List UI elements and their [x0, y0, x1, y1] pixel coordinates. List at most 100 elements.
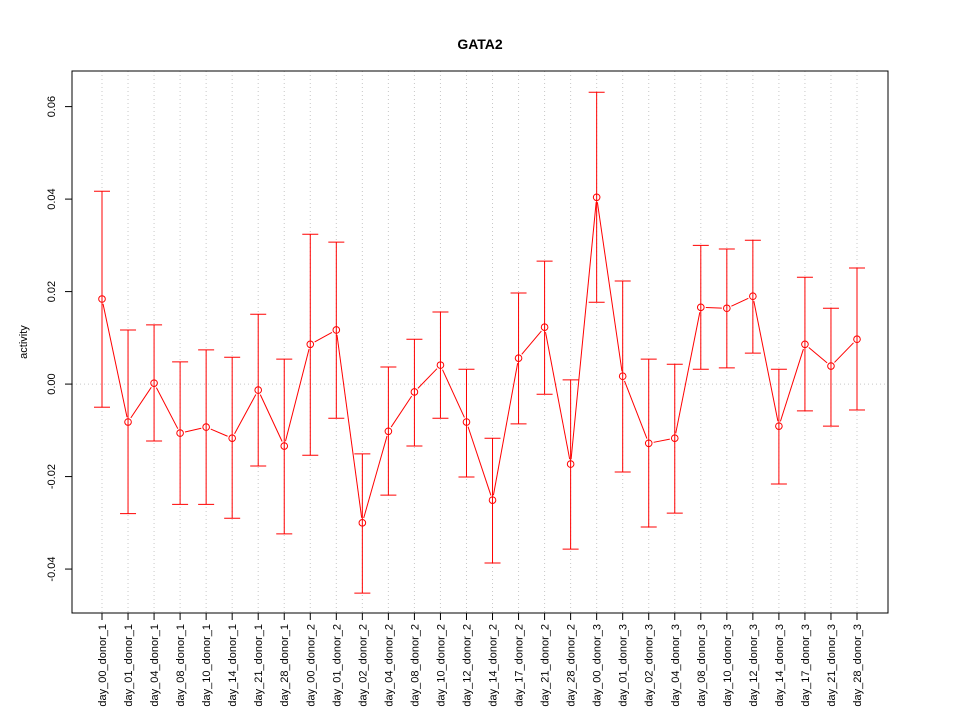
data-point [514, 354, 523, 362]
x-tick-label: day_02_donor_2 [357, 624, 369, 707]
series-line-segment [779, 348, 804, 422]
x-tick-label: day_01_donor_2 [331, 624, 343, 707]
x-tick-label: day_08_donor_1 [175, 624, 187, 707]
x-tick-label: day_08_donor_2 [409, 624, 421, 707]
x-tick-label: day_12_donor_2 [461, 624, 473, 707]
series-line-segment [155, 387, 179, 429]
x-tick-label: day_21_donor_3 [826, 624, 838, 707]
series-line-segment [492, 363, 519, 496]
x-tick-label: day_02_donor_3 [644, 624, 656, 707]
x-tick-label: day_28_donor_1 [279, 624, 291, 707]
series-line-segment [210, 428, 228, 437]
series-line-segment [442, 369, 465, 418]
x-tick-label: day_14_donor_1 [227, 624, 239, 707]
x-tick-label: day_08_donor_3 [696, 624, 708, 707]
y-tick-label: 0.02 [46, 281, 58, 302]
data-point [540, 323, 549, 332]
data-point [410, 388, 419, 396]
series-line-segment [390, 395, 413, 428]
series-line-segment [184, 427, 202, 433]
series-line-segment [570, 202, 597, 460]
data-point [827, 362, 835, 370]
series-line-segment [675, 312, 701, 434]
data-point [124, 418, 132, 426]
chart-title: GATA2 [457, 36, 503, 52]
data-point [592, 193, 601, 202]
y-tick-label: -0.02 [46, 464, 58, 489]
series-line-segment [834, 342, 854, 363]
x-tick-label: day_14_donor_3 [774, 624, 786, 707]
series-line-segment [731, 297, 749, 307]
series-line-segment [363, 435, 388, 519]
data-point [723, 304, 731, 313]
data-point [801, 340, 809, 349]
data-point [618, 372, 627, 381]
data-point [150, 379, 158, 387]
x-tick-label: day_28_donor_2 [566, 624, 578, 707]
y-axis-label: activity [18, 325, 30, 359]
x-tick-label: day_01_donor_1 [123, 624, 135, 707]
x-tick-label: day_28_donor_3 [852, 624, 864, 707]
series-line-segment [705, 306, 722, 309]
x-tick-label: day_01_donor_3 [618, 624, 630, 707]
y-tick-label: 0.06 [46, 96, 58, 117]
x-tick-label: day_21_donor_2 [540, 624, 552, 707]
data-point [488, 496, 497, 504]
series-line-segment [808, 347, 828, 364]
x-tick-label: day_17_donor_2 [514, 624, 526, 707]
x-axis: day_00_donor_1 day_01_donor_1 day_04_donor… [97, 612, 864, 707]
data-point [853, 335, 861, 344]
x-tick-label: day_21_donor_1 [253, 624, 265, 707]
grid [72, 71, 888, 613]
series-line-segment [521, 330, 542, 355]
y-tick-label: 0.04 [46, 188, 58, 209]
data-point [202, 423, 210, 431]
plot-frame [71, 70, 889, 614]
data-point [749, 292, 757, 301]
series-line-segment [259, 394, 283, 442]
data-point [306, 340, 315, 349]
data-point [358, 519, 367, 527]
series-line-segment [545, 332, 571, 460]
x-tick-label: day_04_donor_1 [149, 624, 161, 707]
series [94, 91, 865, 594]
x-tick-label: day_04_donor_3 [670, 624, 682, 707]
data-point [176, 429, 184, 437]
data-point [670, 434, 679, 442]
y-axis: -0.04 -0.02 0.00 0.02 0.04 0.06 [46, 96, 73, 582]
series-line-segment [234, 394, 257, 435]
x-tick-label: day_04_donor_2 [383, 624, 395, 707]
x-tick-label: day_17_donor_3 [800, 624, 812, 707]
series-line-segment [102, 303, 128, 418]
x-tick-label: day_10_donor_1 [201, 624, 213, 707]
series-line-segment [284, 349, 310, 442]
series-line-segment [467, 426, 492, 496]
data-point [280, 442, 289, 450]
y-tick-label: 0.00 [46, 373, 58, 394]
series-line-segment [314, 331, 333, 343]
series-line-segment [336, 334, 363, 518]
x-tick-label: day_14_donor_2 [488, 624, 500, 707]
series-line-segment [596, 202, 623, 372]
series-line-segment [130, 387, 152, 419]
data-point [644, 439, 653, 448]
x-tick-label: day_12_donor_3 [748, 624, 760, 707]
data-point [436, 361, 445, 369]
x-tick-label: day_00_donor_2 [305, 624, 317, 707]
data-point [462, 418, 471, 426]
data-point [254, 386, 263, 394]
data-point [696, 303, 705, 312]
data-point [332, 326, 341, 334]
x-tick-label: day_10_donor_2 [435, 624, 447, 707]
data-point [566, 460, 575, 468]
series-line-segment [653, 438, 670, 443]
y-tick-label: -0.04 [46, 557, 58, 582]
data-point [384, 427, 393, 436]
x-tick-label: day_00_donor_3 [592, 624, 604, 707]
series-line-segment [417, 368, 438, 389]
data-point [228, 434, 236, 442]
x-tick-label: day_10_donor_3 [722, 624, 734, 707]
series-line-segment [624, 380, 648, 439]
x-tick-label: day_00_donor_1 [97, 624, 109, 707]
